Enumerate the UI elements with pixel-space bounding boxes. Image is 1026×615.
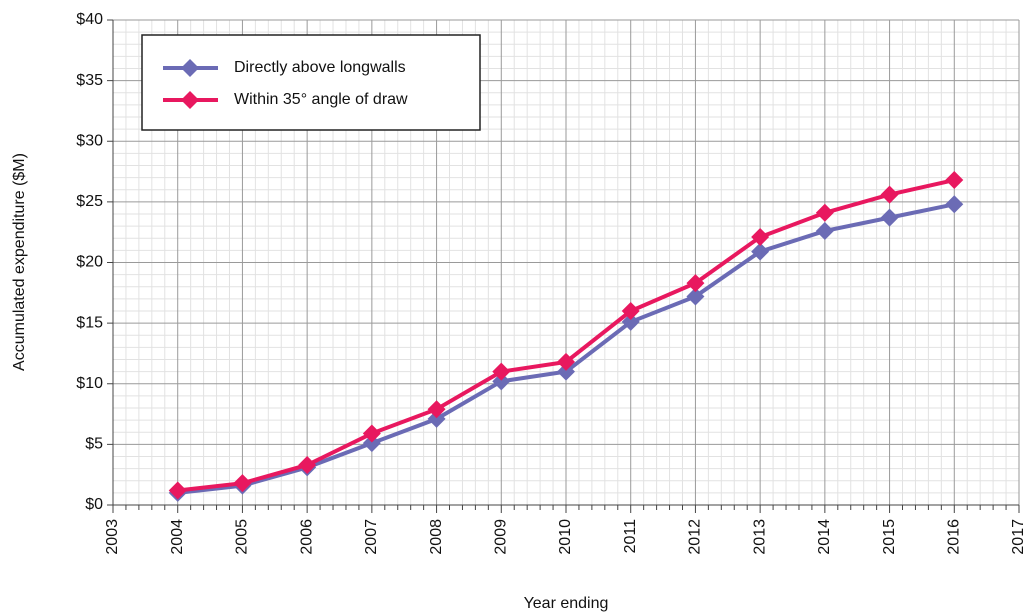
x-tick-label: 2006	[298, 519, 315, 555]
y-tick-label: $25	[76, 193, 103, 210]
legend-marker	[181, 91, 199, 109]
x-tick-label: 2010	[557, 519, 574, 555]
legend-box	[141, 34, 481, 131]
x-tick-label: 2012	[687, 519, 704, 555]
marker	[621, 312, 640, 331]
marker	[880, 185, 899, 204]
x-tick-label: 2003	[104, 519, 121, 555]
x-axis-label: Year ending	[524, 595, 609, 612]
marker	[557, 352, 575, 371]
marker	[492, 362, 511, 381]
legend-marker	[181, 59, 199, 77]
marker	[362, 424, 381, 443]
marker	[751, 242, 770, 261]
marker	[686, 287, 705, 306]
y-tick-label: $20	[76, 254, 103, 271]
x-tick-label: 2009	[493, 519, 510, 555]
marker	[945, 195, 964, 214]
marker	[815, 203, 834, 222]
marker	[880, 208, 899, 227]
y-tick-label: $10	[76, 375, 103, 392]
legend-label: Within 35° angle of draw	[234, 91, 408, 108]
legend-label: Directly above longwalls	[234, 59, 406, 76]
x-tick-label: 2005	[234, 519, 251, 555]
x-tick-label: 2007	[363, 519, 380, 555]
x-tick-label: 2014	[816, 519, 833, 555]
marker	[492, 372, 511, 391]
marker	[621, 302, 640, 320]
y-tick-label: $30	[76, 132, 103, 149]
y-tick-label: $40	[76, 11, 103, 28]
y-tick-label: $35	[76, 72, 103, 89]
marker	[751, 228, 770, 247]
marker	[557, 362, 575, 381]
x-tick-label: 2011	[622, 519, 639, 554]
x-tick-label: 2004	[169, 519, 186, 555]
y-tick-label: $5	[85, 436, 103, 453]
marker	[233, 474, 252, 493]
marker	[815, 221, 834, 240]
marker	[686, 274, 705, 293]
marker	[168, 481, 187, 500]
marker	[427, 400, 446, 419]
y-axis-label: Accumulated expenditure ($M)	[11, 153, 28, 371]
marker	[945, 171, 964, 190]
y-tick-label: $15	[76, 314, 103, 331]
x-tick-label: 2013	[751, 519, 768, 555]
marker	[298, 455, 317, 474]
x-tick-label: 2016	[946, 519, 963, 555]
marker	[427, 409, 446, 428]
x-tick-label: 2015	[881, 519, 898, 555]
x-tick-label: 2008	[428, 519, 445, 555]
x-tick-label: 2017	[1010, 519, 1026, 555]
marker	[362, 434, 381, 453]
y-tick-label: $0	[85, 496, 103, 513]
